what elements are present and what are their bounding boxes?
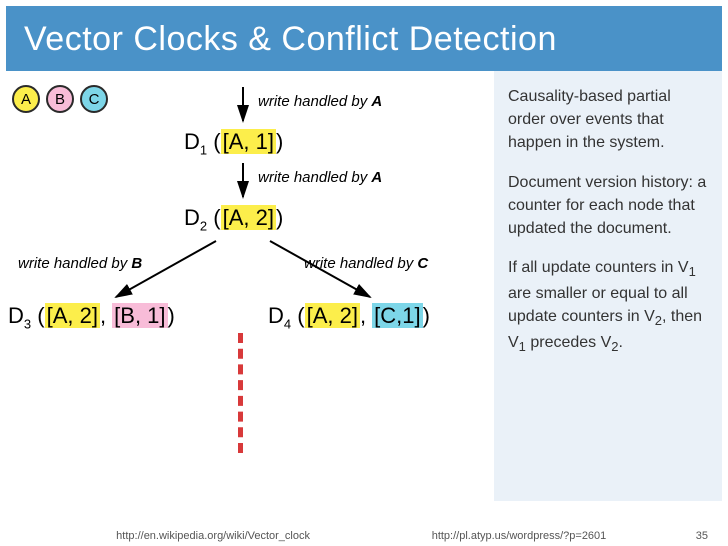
conflict-divider: [238, 333, 243, 453]
d4-vector-a: [A, 2]: [305, 303, 360, 328]
node-d4: D4 ([A, 2], [C,1]): [268, 303, 430, 331]
annot-write-b: write handled by B: [18, 255, 142, 272]
footer-link-1: http://en.wikipedia.org/wiki/Vector_cloc…: [20, 530, 310, 542]
slide: Vector Clocks & Conflict Detection A B C…: [0, 0, 728, 546]
legend: A B C: [12, 85, 108, 113]
d4-vector-c: [C,1]: [372, 303, 422, 328]
sidebar-text: Causality-based partial order over event…: [494, 71, 722, 501]
legend-label-b: B: [55, 91, 65, 108]
d1-vector-a: [A, 1]: [221, 129, 276, 154]
title-bar: Vector Clocks & Conflict Detection: [6, 6, 722, 71]
annot-write-c: write handled by C: [304, 255, 428, 272]
legend-circle-c: C: [80, 85, 108, 113]
legend-circle-a: A: [12, 85, 40, 113]
annot-write-a1: write handled by A: [258, 93, 382, 110]
diagram-panel: A B C write handled by A write handled b…: [6, 71, 494, 501]
legend-label-a: A: [21, 91, 31, 108]
footer: http://en.wikipedia.org/wiki/Vector_cloc…: [0, 530, 728, 542]
node-d2: D2 ([A, 2]): [184, 205, 283, 233]
legend-circle-b: B: [46, 85, 74, 113]
sidebar-p3: If all update counters in V1 are smaller…: [508, 256, 708, 357]
d3-vector-b: [B, 1]: [112, 303, 167, 328]
sidebar-p1: Causality-based partial order over event…: [508, 85, 708, 155]
slide-title: Vector Clocks & Conflict Detection: [24, 20, 557, 58]
legend-label-c: C: [89, 91, 100, 108]
d2-vector-a: [A, 2]: [221, 205, 276, 230]
d3-vector-a: [A, 2]: [45, 303, 100, 328]
node-d3: D3 ([A, 2], [B, 1]): [8, 303, 175, 331]
content-area: A B C write handled by A write handled b…: [6, 71, 722, 501]
sidebar-p2: Document version history: a counter for …: [508, 171, 708, 241]
page-number: 35: [668, 530, 708, 542]
footer-link-2: http://pl.atyp.us/wordpress/?p=2601: [310, 530, 668, 542]
annot-write-a2: write handled by A: [258, 169, 382, 186]
node-d1: D1 ([A, 1]): [184, 129, 283, 157]
